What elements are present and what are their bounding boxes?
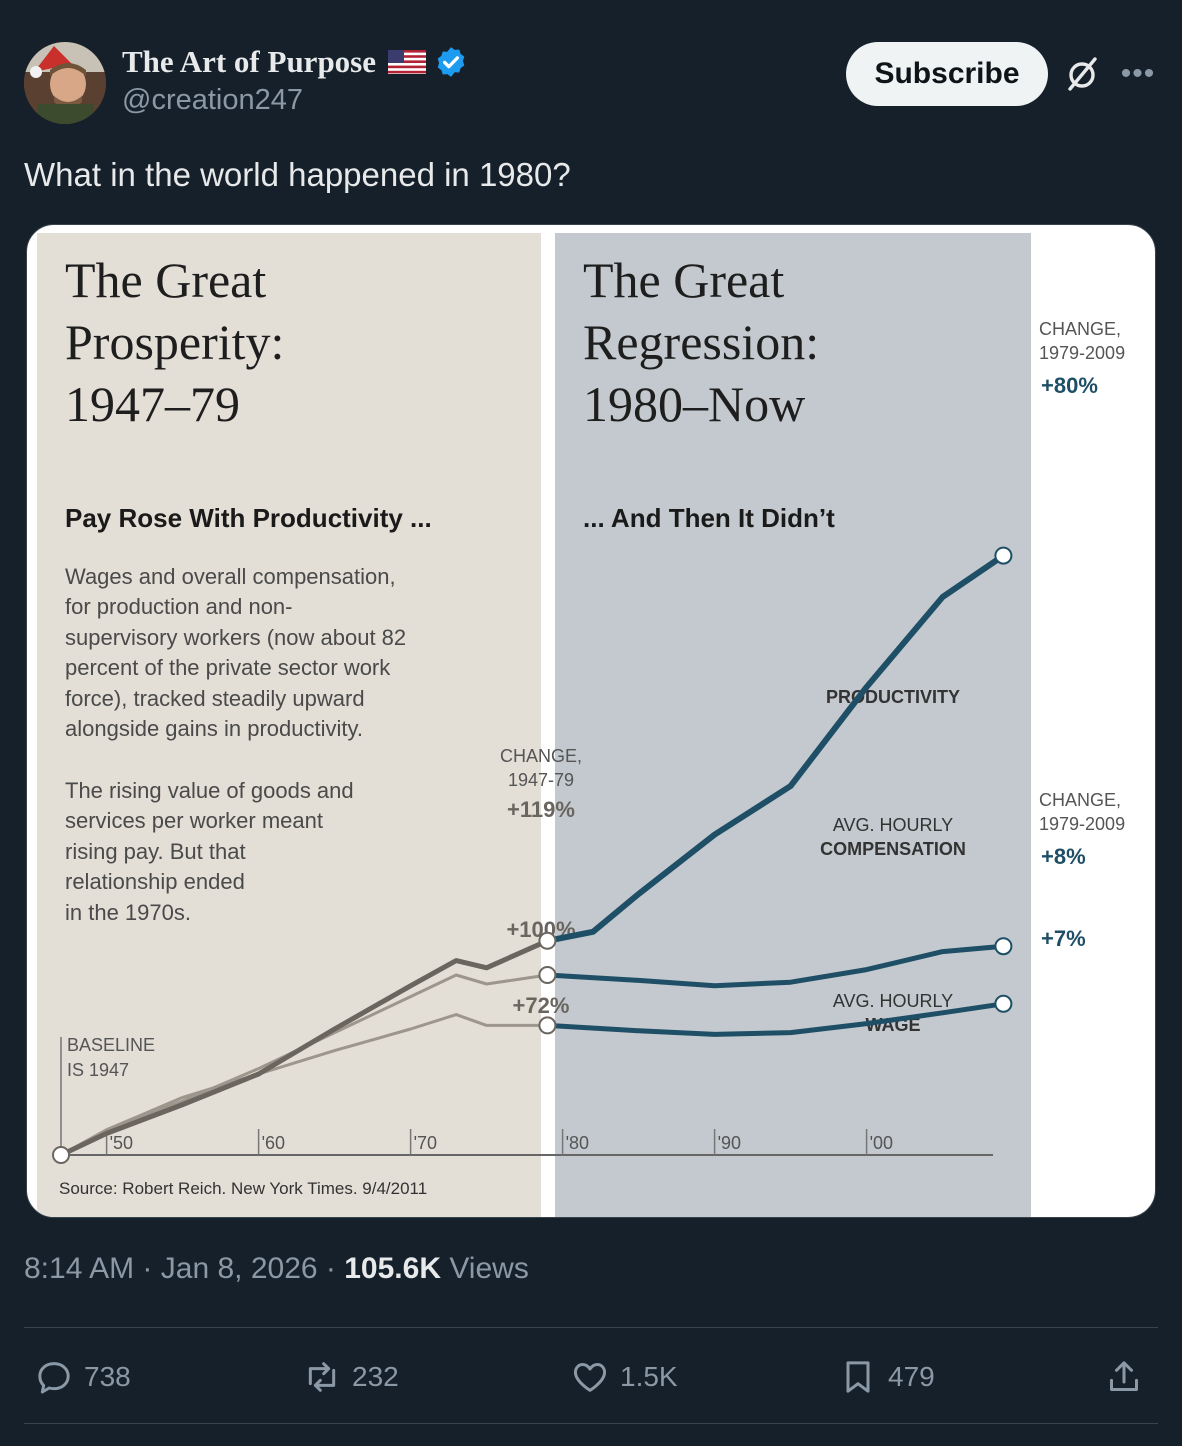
more-icon[interactable]: ••• (1120, 57, 1156, 90)
repost-icon (308, 1362, 336, 1392)
divider (24, 1327, 1158, 1328)
left-title-line-2: Prosperity: (65, 314, 284, 370)
change-label-1979-top-line-1: CHANGE, (1039, 319, 1121, 339)
wage-change-1979-2009: +7% (1041, 926, 1086, 951)
x-tick-label: '80 (566, 1133, 589, 1153)
change-label-1979-top-line-2: 1979-2009 (1039, 343, 1125, 363)
author-handle[interactable]: @creation247 (122, 84, 303, 116)
repost-count: 232 (352, 1361, 399, 1392)
post-media-image[interactable]: The Great Prosperity: 1947–79 The Great … (26, 224, 1156, 1218)
divider (24, 1423, 1158, 1424)
productivity-change-1979-2009: +80% (1041, 373, 1098, 398)
left-title-line-3: 1947–79 (65, 376, 240, 432)
body-p2-line: in the 1970s. (65, 900, 191, 925)
compensation-point-1979 (538, 966, 557, 984)
bookmark-count: 479 (888, 1361, 935, 1392)
repost-button[interactable]: 232 (302, 1352, 399, 1402)
body-p2-line: services per worker meant (65, 808, 323, 833)
post-date[interactable]: Jan 8, 2026 (160, 1252, 318, 1285)
wage-point-2009 (994, 994, 1013, 1013)
right-panel (555, 233, 1031, 1217)
body-p1-line: percent of the private sector work (65, 655, 391, 680)
x-tick-label: '50 (110, 1133, 133, 1153)
body-p1-line: force), tracked steadily upward (65, 686, 365, 711)
share-button[interactable] (1104, 1352, 1154, 1402)
chart-source: Source: Robert Reich. New York Times. 9/… (59, 1179, 427, 1198)
grok-icon[interactable] (1062, 54, 1102, 94)
right-title-line-3: 1980–Now (583, 376, 805, 432)
wage-change-1947-79: +72% (513, 993, 570, 1018)
reply-count: 738 (84, 1361, 131, 1392)
left-title-line-1: The Great (65, 252, 266, 308)
wage-point-1979 (538, 1016, 557, 1035)
author-name[interactable]: The Art of Purpose (122, 44, 377, 79)
productivity-change-1947-79: +119% (507, 797, 575, 822)
body-p1-line: Wages and overall compensation, (65, 564, 396, 589)
baseline-label-line-2: IS 1947 (67, 1060, 129, 1080)
separator: · (325, 1252, 336, 1285)
compensation-series-label-line-2: COMPENSATION (820, 839, 966, 859)
x-tick-label: '60 (262, 1133, 285, 1153)
x-tick-label: '00 (870, 1133, 893, 1153)
productivity-point-1979 (538, 931, 557, 950)
bookmark-icon (846, 1361, 870, 1393)
bookmark-button[interactable]: 479 (838, 1352, 935, 1402)
like-icon (573, 1363, 607, 1392)
views-label: Views (449, 1252, 529, 1285)
productivity-line-pre-1980 (58, 938, 550, 1158)
compensation-change-1979-2009: +8% (1041, 844, 1086, 869)
reply-icon (38, 1362, 70, 1394)
productivity-series-label: PRODUCTIVITY (826, 687, 960, 707)
change-label-1947-line-1: CHANGE, (500, 746, 582, 766)
avatar[interactable] (24, 42, 106, 124)
like-button[interactable]: 1.5K (570, 1352, 678, 1402)
change-label-1979-mid-line-2: 1979-2009 (1039, 814, 1125, 834)
x-tick-label: '90 (718, 1133, 741, 1153)
reply-button[interactable]: 738 (34, 1352, 131, 1402)
compensation-point-2009 (994, 937, 1013, 956)
post-meta: 8:14 AM · Jan 8, 2026 · 105.6K Views (24, 1252, 529, 1286)
compensation-series-label-line-1: AVG. HOURLY (833, 815, 953, 835)
body-p1-line: supervisory workers (now about 82 (65, 625, 406, 650)
verified-badge-icon[interactable] (434, 45, 468, 79)
productivity-line-post-1979 (544, 552, 1007, 944)
body-p2-line: rising pay. But that (65, 839, 246, 864)
compensation-line-pre-1980 (59, 973, 549, 1157)
productivity-point-2009 (994, 546, 1013, 565)
share-icon (1110, 1361, 1138, 1391)
body-p2-line: relationship ended (65, 869, 245, 894)
like-count: 1.5K (620, 1361, 678, 1392)
baseline-point-1947 (52, 1146, 70, 1164)
x-tick-label: '70 (414, 1133, 437, 1153)
right-title-line-1: The Great (583, 252, 784, 308)
views-count: 105.6K (344, 1252, 441, 1285)
baseline-label-line-1: BASELINE (67, 1035, 155, 1055)
right-subtitle: ... And Then It Didn’t (583, 503, 835, 533)
post-time[interactable]: 8:14 AM (24, 1252, 135, 1285)
separator: · (142, 1252, 153, 1285)
post-text: What in the world happened in 1980? (24, 156, 571, 193)
body-p1-line: for production and non- (65, 594, 293, 619)
right-title-line-2: Regression: (583, 314, 819, 370)
subscribe-button[interactable]: Subscribe (846, 42, 1048, 106)
change-label-1979-mid-line-1: CHANGE, (1039, 790, 1121, 810)
chart: The Great Prosperity: 1947–79 The Great … (37, 233, 1125, 1217)
wage-line-post-1979 (544, 1001, 1006, 1037)
us-flag-icon (388, 50, 426, 74)
body-p1-line: alongside gains in productivity. (65, 716, 363, 741)
left-subtitle: Pay Rose With Productivity ... (65, 503, 432, 533)
body-p2-line: The rising value of goods and (65, 778, 354, 803)
change-label-1947-line-2: 1947-79 (508, 770, 574, 790)
wage-series-label-line-1: AVG. HOURLY (833, 991, 953, 1011)
compensation-line-post-1979 (544, 943, 1006, 989)
